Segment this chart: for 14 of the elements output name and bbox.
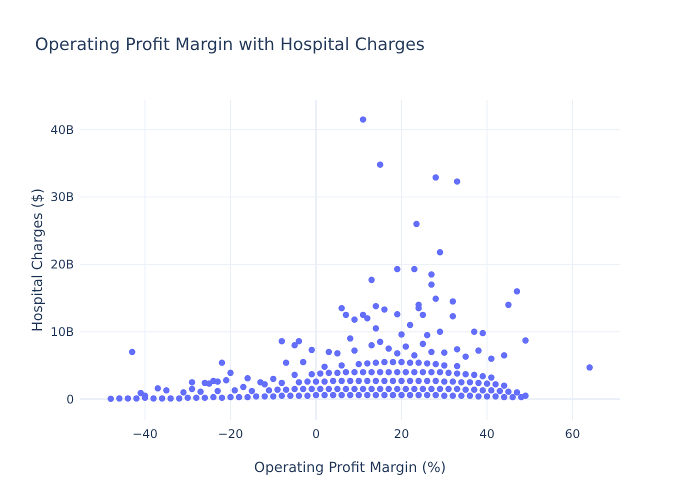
y-tick-label: 0: [66, 392, 74, 406]
y-axis-title: Hospital Charges ($): [30, 188, 46, 332]
x-tick-label: 0: [312, 427, 320, 441]
x-axis-title: Operating Profit Margin (%): [254, 460, 446, 476]
chart-title: Operating Profit Margin with Hospital Charges: [35, 35, 425, 55]
y-tick-label: 10B: [50, 324, 74, 339]
y-tick-label: 40B: [50, 122, 74, 137]
x-tick-label: −40: [132, 427, 158, 441]
x-tick-label: 40: [479, 427, 495, 441]
y-tick-label: 30B: [50, 190, 74, 204]
x-tick-label: 60: [564, 427, 580, 441]
y-tick-label: 20B: [50, 258, 74, 272]
x-tick-label: −20: [218, 427, 244, 441]
x-tick-label: 20: [394, 427, 410, 441]
